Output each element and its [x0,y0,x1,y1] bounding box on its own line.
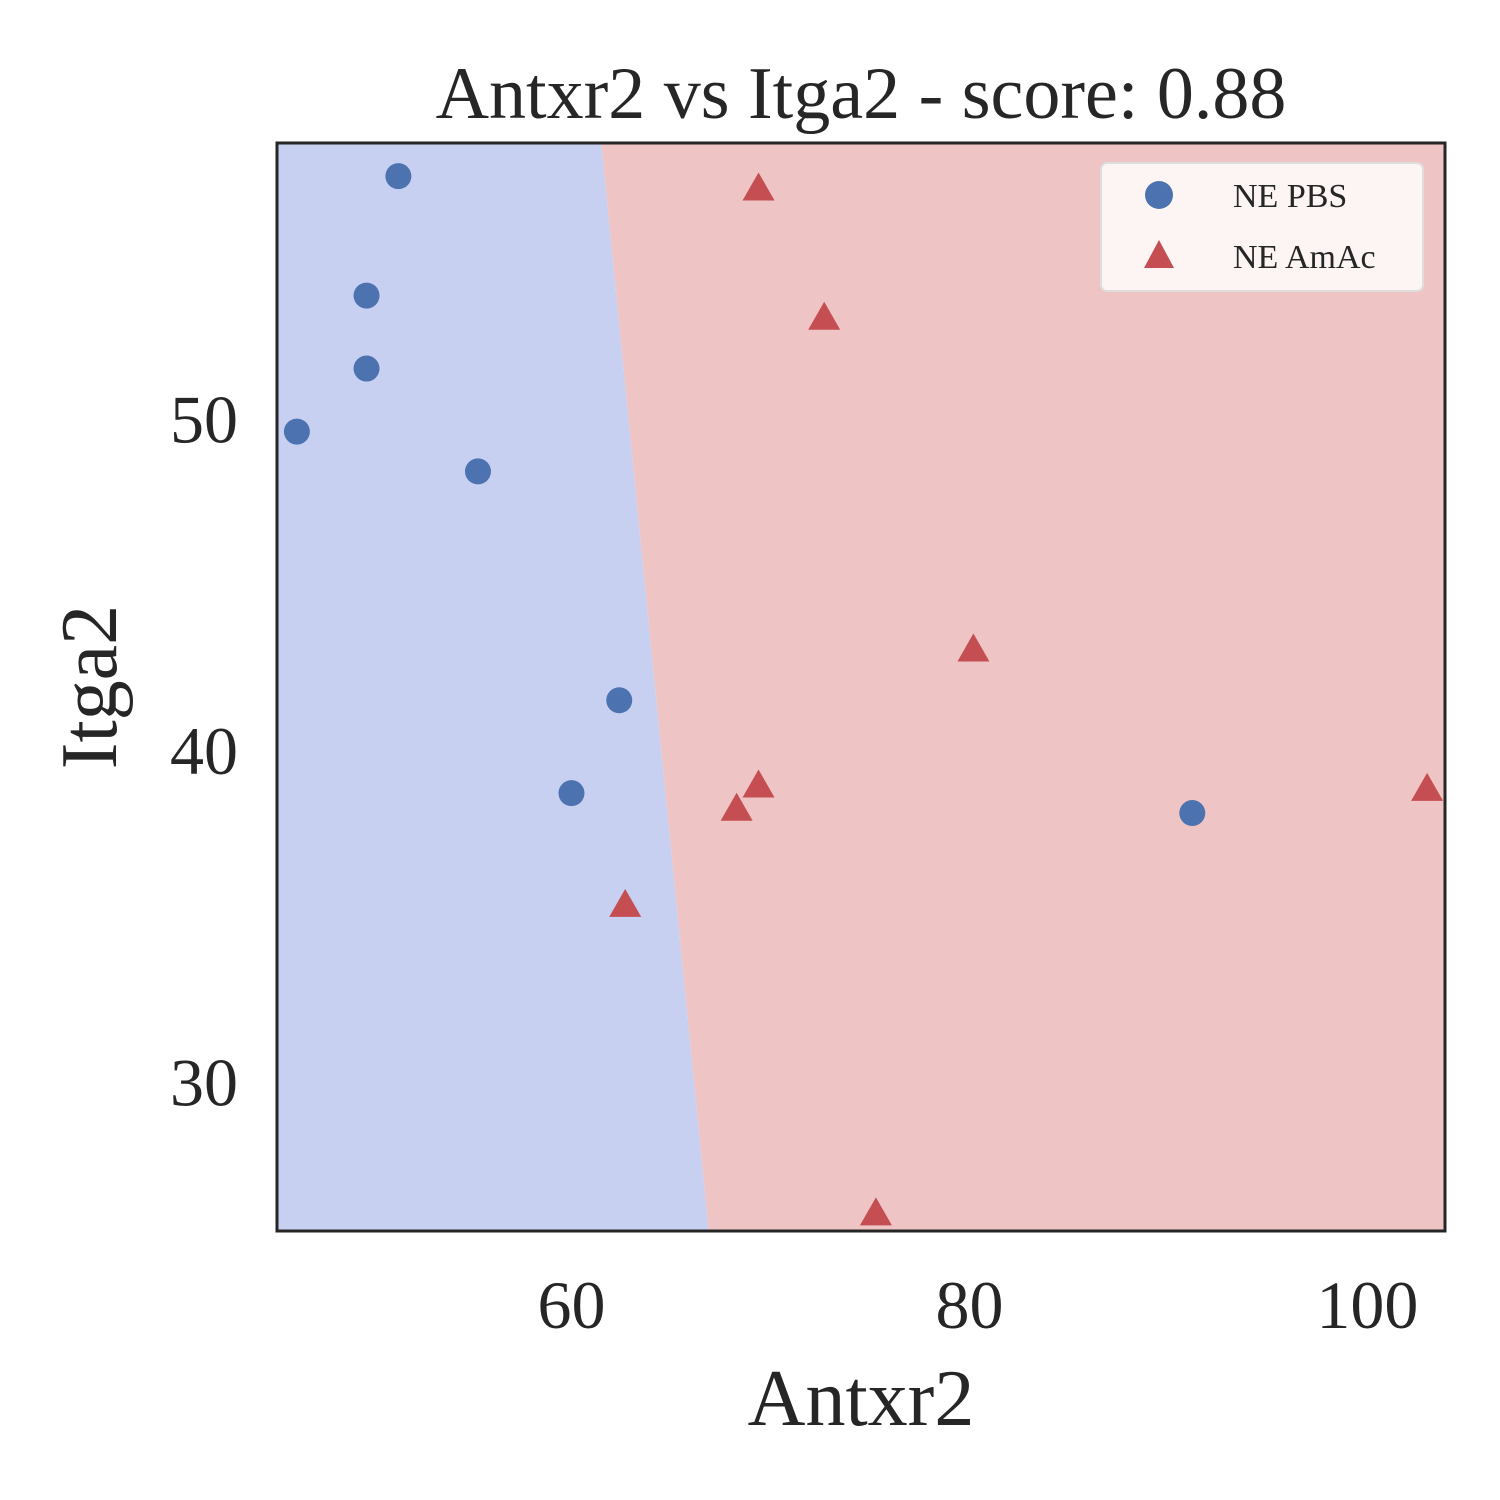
region-ne-amac [601,143,1445,1231]
amac-point-1 [808,301,841,330]
data-markers [283,163,1444,1226]
pbs-point-2 [353,355,380,382]
region-ne-pbs [277,143,709,1231]
y-axis-ticks: 30 40 50 [170,381,238,1120]
chart-title: Antxr2 vs Itga2 - score: 0.88 [436,53,1287,135]
pbs-point-6 [558,780,585,807]
amac-point-3 [742,769,775,798]
x-tick-label: 80 [935,1267,1003,1343]
y-axis-label: Itga2 [46,605,134,769]
amac-point-7 [1411,772,1444,801]
x-axis-label: Antxr2 [748,1355,975,1443]
amac-point-2 [957,633,990,662]
plot-frame [275,141,1447,1233]
legend-label-ne-pbs: NE PBS [1233,178,1347,215]
pbs-point-5 [606,687,633,714]
amac-point-4 [720,792,753,821]
pbs-point-4 [464,458,491,485]
y-tick-label: 40 [170,713,238,789]
amac-point-6 [859,1197,892,1226]
legend-marker-ne-pbs [1145,181,1173,209]
pbs-point-3 [283,418,310,445]
legend-box [1100,162,1424,292]
legend: NE PBS NE AmAc [1100,162,1424,292]
x-tick-label: 100 [1316,1267,1418,1343]
x-tick-label: 60 [537,1267,605,1343]
y-tick-label: 30 [170,1045,238,1121]
legend-label-ne-amac: NE AmAc [1233,239,1376,276]
y-tick-label: 50 [170,381,238,457]
pbs-point-1 [353,282,380,309]
amac-point-5 [609,888,642,917]
amac-point-0 [742,172,775,201]
legend-marker-ne-amac [1144,240,1174,268]
decision-regions [277,143,1445,1231]
pbs-point-7 [1179,800,1206,827]
pbs-point-0 [385,163,412,190]
x-axis-ticks: 60 80 100 [537,1267,1418,1343]
